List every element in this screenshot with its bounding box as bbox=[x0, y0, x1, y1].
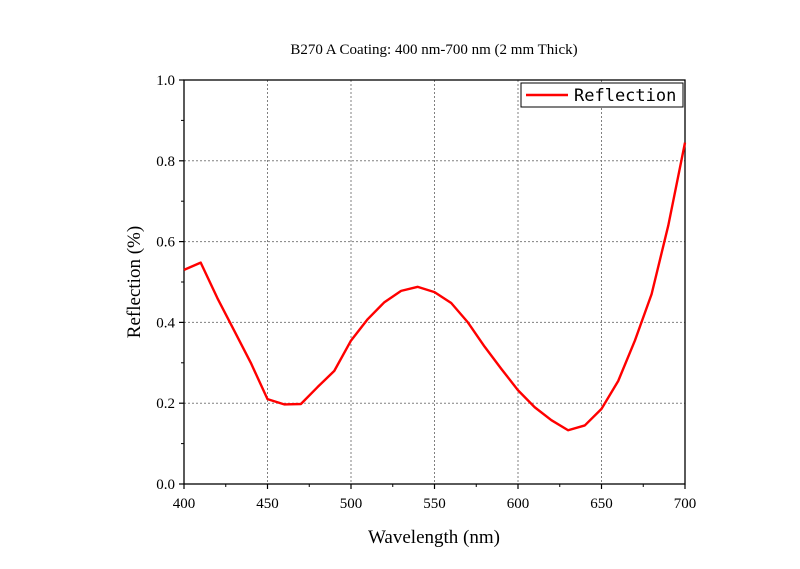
legend-label-reflection: Reflection bbox=[574, 86, 676, 106]
x-tick-label: 600 bbox=[507, 496, 530, 512]
reflection-series-line bbox=[183, 142, 687, 432]
x-tick-label: 700 bbox=[674, 496, 697, 512]
legend: Reflection bbox=[520, 82, 684, 108]
x-tick-labels: 400 450 500 550 600 650 700 bbox=[173, 496, 697, 512]
x-tick-label: 500 bbox=[340, 496, 363, 512]
grid-lines bbox=[184, 80, 685, 484]
y-tick-label: 0.4 bbox=[156, 315, 175, 331]
x-tick-label: 450 bbox=[256, 496, 279, 512]
y-tick-label: 0.2 bbox=[156, 396, 175, 412]
chart-title: B270 A Coating: 400 nm-700 nm (2 mm Thic… bbox=[290, 42, 577, 58]
y-tick-labels: 0.0 0.2 0.4 0.6 0.8 1.0 bbox=[156, 73, 175, 493]
x-tick-label: 650 bbox=[590, 496, 613, 512]
x-tick-label: 550 bbox=[423, 496, 446, 512]
x-tick-label: 400 bbox=[173, 496, 196, 512]
y-tick-label: 0.8 bbox=[156, 154, 175, 170]
x-axis-label: Wavelength (nm) bbox=[368, 527, 500, 548]
y-tick-label: 1.0 bbox=[156, 73, 175, 89]
y-axis-label: Reflection (%) bbox=[124, 226, 145, 338]
y-tick-label: 0.6 bbox=[156, 235, 175, 251]
axis-ticks bbox=[179, 79, 686, 489]
y-tick-label: 0.0 bbox=[156, 477, 175, 493]
